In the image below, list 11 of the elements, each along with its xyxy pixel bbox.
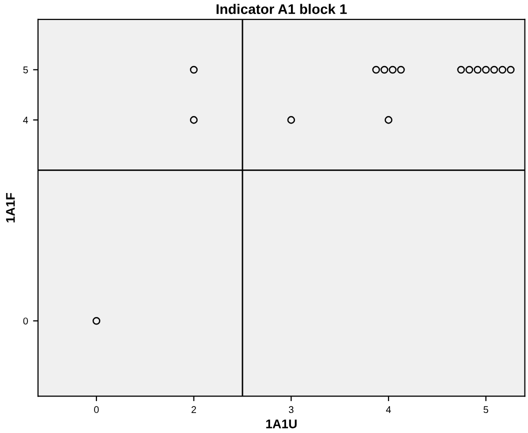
x-tick-label: 0 (94, 406, 99, 414)
chart-title: Indicator A1 block 1 (216, 4, 347, 14)
x-tick-label: 5 (484, 406, 488, 414)
y-tick-label: 4 (23, 116, 28, 124)
y-tick-label: 0 (23, 318, 28, 324)
x-axis-title: 1A1U (266, 420, 297, 428)
x-tick-label: 2 (192, 406, 196, 413)
y-tick-label: 5 (23, 66, 28, 74)
x-tick-label: 3 (288, 406, 294, 414)
x-tick-label: 4 (386, 406, 391, 413)
y-axis-title: 1A1F (6, 193, 15, 222)
